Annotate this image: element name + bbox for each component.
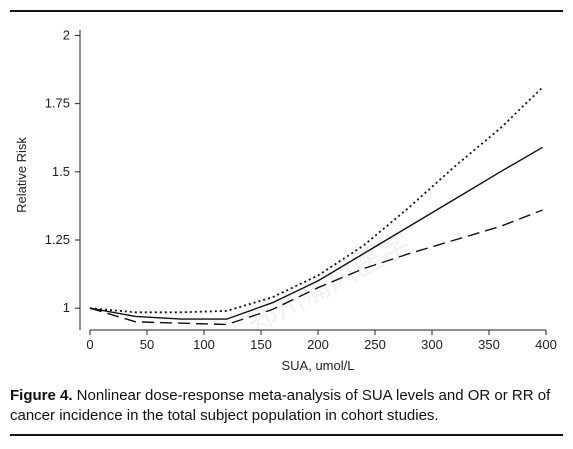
series-line-solid bbox=[89, 146, 543, 320]
x-axis-title: SUA, umol/L bbox=[282, 358, 355, 373]
x-tick-label: 50 bbox=[140, 337, 154, 352]
top-rule bbox=[10, 10, 563, 12]
series-line-dashed bbox=[89, 209, 543, 326]
x-tick-label: 300 bbox=[421, 337, 443, 352]
caption-label: Figure 4. bbox=[10, 387, 73, 404]
y-tick-label: 1 bbox=[63, 300, 70, 315]
x-tick-label: 400 bbox=[535, 337, 557, 352]
chart-series bbox=[89, 86, 544, 326]
y-axis-title: Relative Risk bbox=[14, 137, 29, 213]
series-line-dotted bbox=[89, 86, 544, 314]
watermark-text: 郑州痛风医学 bbox=[241, 226, 416, 341]
y-tick-label: 2 bbox=[63, 27, 70, 42]
x-tick-label: 250 bbox=[364, 337, 386, 352]
x-tick-label: 200 bbox=[307, 337, 329, 352]
chart-axes: 1 1.25 1.5 1.75 2 0 50 100 150 200 250 300 350 400 bbox=[45, 27, 557, 352]
figure-caption: Figure 4. Nonlinear dose-response meta-a… bbox=[10, 386, 563, 426]
x-tick-label: 100 bbox=[193, 337, 215, 352]
x-tick-label: 350 bbox=[478, 337, 500, 352]
x-tick-label: 150 bbox=[250, 337, 272, 352]
y-tick-label: 1.25 bbox=[45, 232, 70, 247]
dose-response-chart: 郑州痛风医学 1 1.25 1.5 1.75 2 0 50 100 150 200 250 300 35… bbox=[14, 27, 557, 373]
y-tick-label: 1.5 bbox=[52, 164, 70, 179]
bottom-rule bbox=[10, 434, 563, 436]
y-tick-label: 1.75 bbox=[45, 96, 70, 111]
caption-text: Nonlinear dose-response meta-analysis of… bbox=[10, 387, 551, 424]
x-tick-label: 0 bbox=[86, 337, 93, 352]
